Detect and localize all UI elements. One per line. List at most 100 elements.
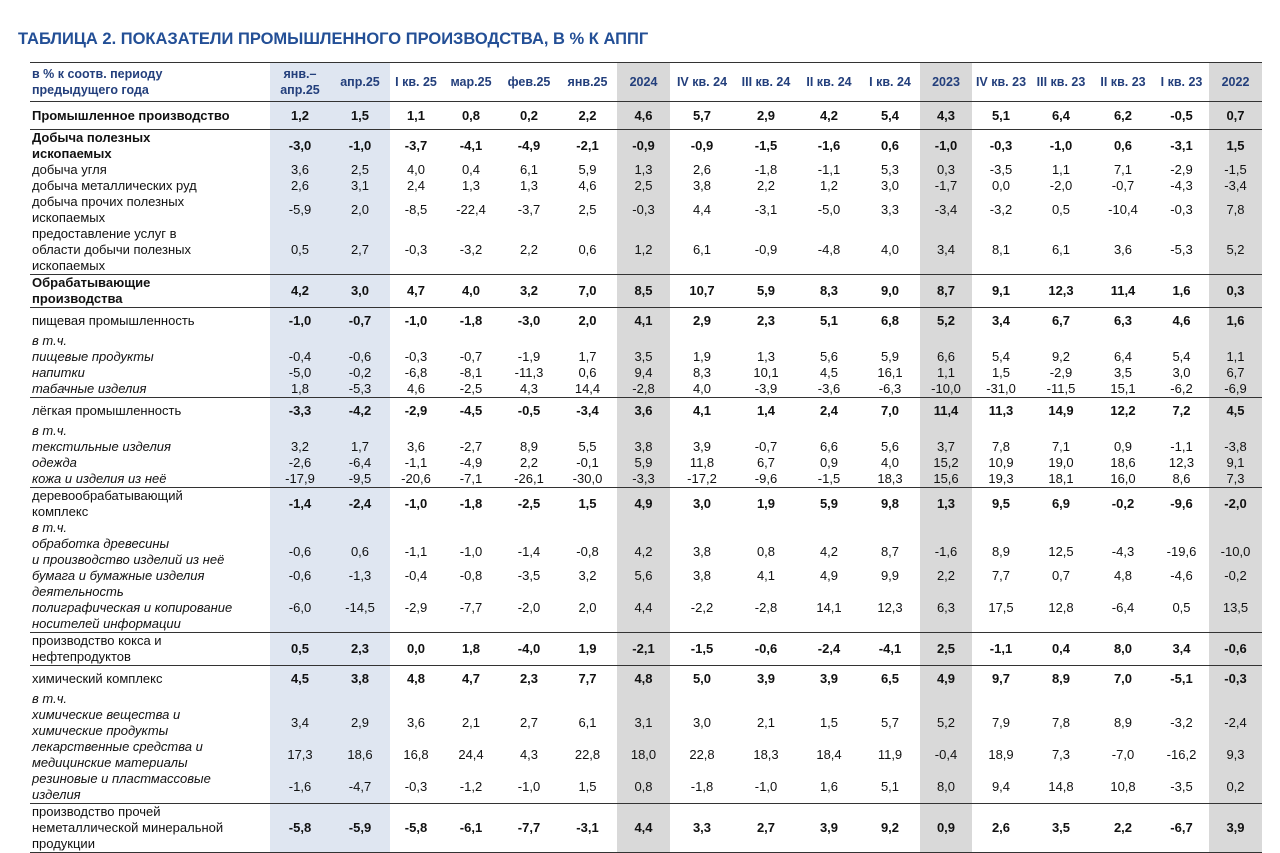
value-cell: 2,2: [578, 107, 597, 123]
value-cell: 4,2: [819, 107, 839, 123]
value-cell: 7,2: [1154, 397, 1209, 423]
value-cell: [270, 423, 330, 439]
value-cell: 10,7: [670, 274, 734, 308]
value-cell: -2,0: [1049, 178, 1073, 193]
value-cell: [330, 691, 390, 707]
value-cell: -3,3: [270, 397, 330, 423]
value-cell: -0,7: [330, 307, 390, 333]
row-label: табачные изделия: [32, 381, 147, 396]
value-cell: -4,7: [330, 771, 390, 804]
value-cell: -1,5: [1209, 162, 1262, 178]
value-cell: -7,7: [459, 600, 483, 615]
value-cell: 4,1: [670, 397, 734, 423]
value-cell: 3,0: [1172, 365, 1191, 380]
value-cell: [617, 423, 670, 439]
value-cell: -2,9: [1170, 162, 1193, 177]
value-cell: 2,0: [558, 307, 617, 333]
value-cell: -0,8: [459, 568, 483, 583]
value-cell: [1154, 423, 1209, 439]
table-row: в т.ч.: [30, 333, 1262, 349]
value-cell: 2,9: [330, 707, 390, 739]
value-cell: 8,7: [880, 544, 900, 559]
value-cell: -2,1: [617, 632, 670, 666]
value-cell: [798, 423, 860, 439]
row-label: текстильные изделия: [32, 439, 171, 454]
value-cell: -3,1: [558, 803, 617, 853]
value-cell: -3,5: [989, 162, 1013, 177]
value-cell: 5,9: [798, 487, 860, 520]
value-cell: 18,3: [877, 471, 903, 486]
value-cell: -11,5: [1046, 381, 1076, 396]
value-cell: 6,3: [920, 584, 972, 633]
value-cell: -4,6: [1170, 568, 1193, 583]
value-cell: -0,3: [617, 194, 670, 226]
value-cell: -3,0: [270, 129, 330, 162]
value-cell: -5,0: [270, 365, 330, 381]
value-cell: -10,0: [920, 381, 972, 398]
value-cell: 3,6: [270, 162, 330, 178]
value-cell: 1,5: [558, 487, 617, 520]
value-cell: -1,1: [972, 632, 1030, 666]
value-cell: 2,2: [756, 178, 776, 193]
value-cell: 4,5: [819, 365, 839, 380]
value-cell: 6,6: [920, 349, 972, 365]
value-cell: [798, 520, 860, 536]
value-cell: 4,7: [390, 274, 442, 308]
value-cell: -4,2: [330, 397, 390, 423]
value-cell: 3,6: [617, 397, 670, 423]
value-cell: 1,5: [819, 715, 839, 730]
row-label: производство кокса и нефтепродуктов: [30, 632, 270, 666]
value-cell: -1,0: [390, 307, 442, 333]
value-cell: 19,0: [1048, 455, 1074, 470]
value-cell: -1,7: [920, 178, 972, 194]
value-cell: -1,4: [270, 487, 330, 520]
value-cell: 11,9: [877, 747, 903, 762]
value-cell: 12,5: [1048, 544, 1074, 559]
value-cell: 6,1: [692, 242, 712, 257]
value-cell: 3,8: [692, 568, 712, 583]
value-cell: -26,1: [514, 471, 544, 486]
value-cell: 3,0: [670, 487, 734, 520]
value-cell: -1,1: [404, 544, 428, 559]
column-header: III кв. 24: [734, 62, 798, 102]
value-cell: [558, 333, 617, 349]
value-cell: 6,9: [1030, 487, 1092, 520]
value-cell: -3,4: [1209, 178, 1262, 194]
value-cell: [442, 520, 500, 536]
value-cell: 4,0: [880, 455, 900, 470]
value-cell: 2,6: [972, 803, 1030, 853]
value-cell: 0,0: [390, 632, 442, 666]
value-cell: 0,7: [1209, 101, 1262, 130]
value-cell: [670, 691, 734, 707]
value-cell: -5,0: [817, 202, 841, 217]
table-row: добыча угля 3,6 2,5 4,0 0,4 6,1 5,9 1,3 2,6 -1,8 -…: [30, 162, 1262, 178]
table-row: лёгкая промышленность -3,3 -4,2 -2,9 -4,5 -0,…: [30, 397, 1262, 423]
value-cell: 2,1: [461, 715, 481, 730]
value-cell: 5,6: [617, 568, 670, 584]
value-cell: 3,2: [578, 568, 597, 583]
value-cell: 7,8: [1209, 194, 1262, 226]
value-cell: [500, 333, 558, 349]
value-cell: 0,9: [1113, 439, 1133, 454]
value-cell: [1092, 423, 1154, 439]
table-row: напитки -5,0 -0,2 -6,8 -8,1 -11,3 0,6 9,4 8,3 10,…: [30, 365, 1262, 381]
value-cell: [617, 520, 670, 536]
table-row: пищевые продукты -0,4 -0,6 -0,3 -0,7 -1,9 1,7 3…: [30, 349, 1262, 365]
value-cell: -22,4: [456, 202, 486, 217]
value-cell: -2,2: [690, 600, 714, 615]
column-header: II кв. 24: [798, 62, 860, 102]
value-cell: 5,9: [578, 162, 597, 177]
value-cell: 8,6: [1172, 471, 1191, 486]
value-cell: 7,0: [860, 397, 920, 423]
value-cell: [670, 423, 734, 439]
value-cell: 4,6: [406, 381, 426, 396]
column-header: янв.– апр.25: [270, 62, 330, 102]
value-cell: 5,2: [920, 307, 972, 333]
value-cell: -3,1: [1154, 129, 1209, 162]
value-cell: 18,6: [330, 739, 390, 771]
value-cell: -1,5: [817, 471, 841, 486]
value-cell: 2,4: [798, 397, 860, 423]
header-label: в % к соотв. периоду предыдущего года: [30, 62, 270, 102]
value-cell: 3,5: [617, 349, 670, 365]
value-cell: 4,3: [519, 747, 539, 762]
